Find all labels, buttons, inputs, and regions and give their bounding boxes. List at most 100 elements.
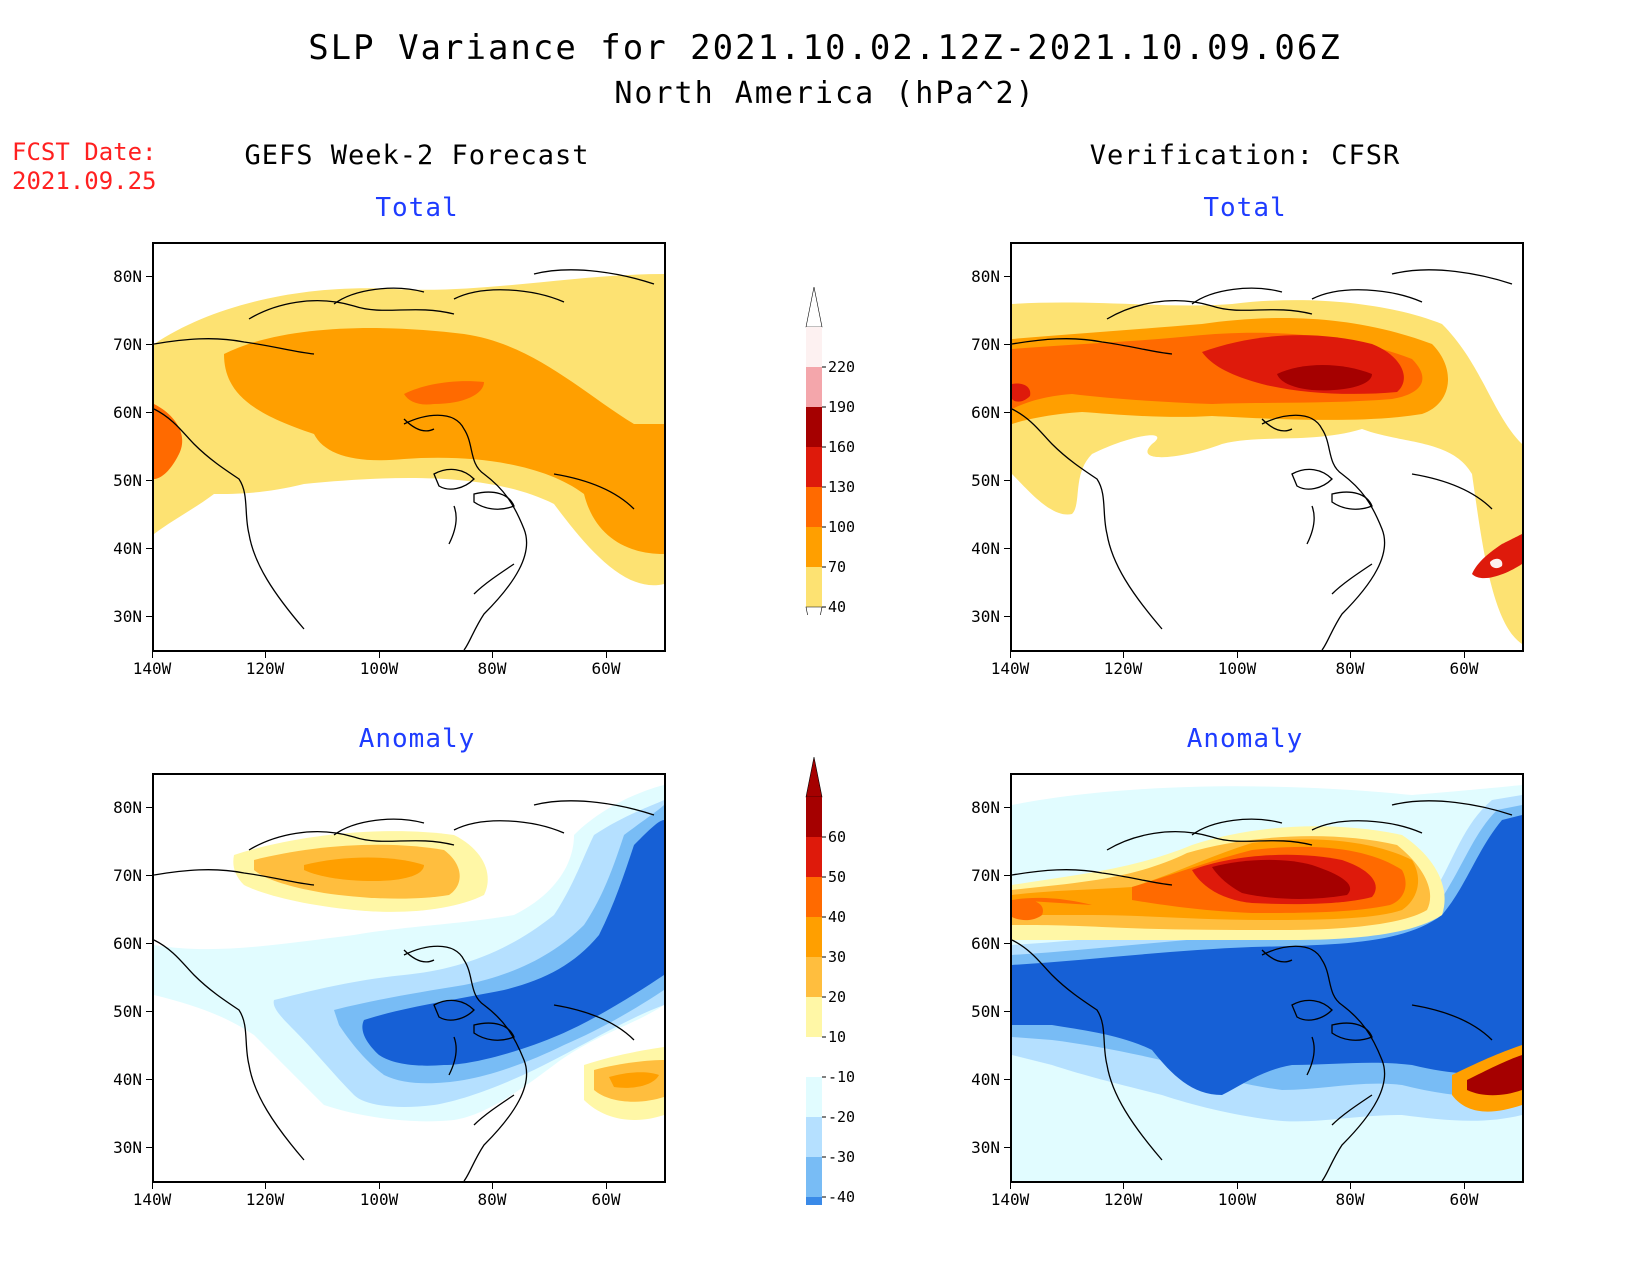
lon-tick [1350, 652, 1351, 658]
colorbar-segment [806, 1077, 822, 1117]
colorbar-arrow-top [805, 286, 823, 328]
colorbar-label: -10 [828, 1068, 856, 1086]
lat-label-forecast-total: 30N [113, 607, 142, 626]
contour-100 [154, 404, 183, 479]
lon-label-verification-total: 80W [1335, 659, 1365, 678]
lat-label-forecast-anomaly: 70N [113, 866, 142, 885]
contour-60 [1212, 859, 1351, 899]
lon-tick [265, 652, 266, 658]
colorbar-label: 60 [828, 828, 847, 846]
contour-field-forecast-total [154, 269, 664, 650]
colorbar-segment [806, 1117, 822, 1157]
colorbar-segment [806, 997, 822, 1037]
lat-tick [146, 616, 152, 617]
lat-label-forecast-total: 50N [113, 471, 142, 490]
colorbar-segment [806, 917, 822, 957]
colorbar-label: 50 [828, 868, 847, 886]
lat-label-verification-total: 70N [971, 335, 1000, 354]
colorbar-segment [806, 1037, 822, 1077]
colorbar-label: 20 [828, 988, 847, 1006]
colorbar-label: -30 [828, 1148, 856, 1166]
colorbar-arrow-bottom [805, 606, 823, 615]
lon-label-forecast-total: 100W [359, 659, 399, 678]
lon-label-forecast-total: 80W [477, 659, 507, 678]
colorbar-segment [806, 487, 822, 527]
colorbar-label: 70 [828, 558, 847, 576]
lon-label-verification-anomaly: 100W [1217, 1190, 1257, 1209]
lon-tick [492, 652, 493, 658]
lon-tick [606, 652, 607, 658]
panel-title-verification-total: Total [1203, 193, 1287, 223]
lat-label-forecast-anomaly: 30N [113, 1138, 142, 1157]
lon-label-verification-total: 60W [1449, 659, 1479, 678]
lat-label-verification-anomaly: 40N [971, 1070, 1000, 1089]
colorbar-segment [806, 1197, 822, 1205]
lat-label-forecast-total: 80N [113, 267, 142, 286]
lat-label-verification-total: 60N [971, 403, 1000, 422]
colorbar-segment [806, 797, 822, 837]
lon-label-forecast-total: 60W [591, 659, 621, 678]
lat-tick [146, 1147, 152, 1148]
colorbar-segment [806, 327, 822, 367]
colorbar-segment [806, 527, 822, 567]
colorbar-arrow-top [805, 756, 823, 798]
contour-field-forecast-anomaly [154, 785, 664, 1181]
map-forecast-total [152, 242, 666, 652]
colorbar-segment [806, 877, 822, 917]
colorbar-segment [806, 1157, 822, 1197]
colorbar-segment [806, 837, 822, 877]
lon-tick [1010, 1183, 1011, 1189]
contour-30-b [609, 1072, 659, 1088]
subtitle: North America (hPa^2) [614, 76, 1036, 111]
lat-label-forecast-total: 60N [113, 403, 142, 422]
colorbar-label: 100 [828, 518, 856, 536]
lon-tick [265, 1183, 266, 1189]
contour-220-b [1490, 558, 1503, 569]
contour-30 [304, 857, 424, 881]
lat-tick [1004, 943, 1010, 944]
lon-tick [492, 1183, 493, 1189]
colorbar-label: -20 [828, 1108, 856, 1126]
colorbar-segment [806, 567, 822, 607]
lat-tick [1004, 807, 1010, 808]
lat-label-verification-total: 30N [971, 607, 1000, 626]
colorbar-label: 40 [828, 598, 847, 616]
lat-label-verification-anomaly: 60N [971, 934, 1000, 953]
lon-label-verification-anomaly: 60W [1449, 1190, 1479, 1209]
coastline [1012, 269, 1513, 650]
fcst-date-block: FCST Date: 2021.09.25 [12, 138, 157, 196]
lon-label-verification-anomaly: 80W [1335, 1190, 1365, 1209]
map-forecast-anomaly [152, 773, 666, 1183]
fcst-date-value: 2021.09.25 [12, 167, 157, 195]
lat-tick [146, 875, 152, 876]
lat-label-verification-total: 50N [971, 471, 1000, 490]
lon-label-forecast-anomaly: 120W [245, 1190, 285, 1209]
lat-label-verification-total: 80N [971, 267, 1000, 286]
lon-tick [152, 1183, 153, 1189]
contour-100-b [404, 381, 484, 405]
lat-tick [146, 1079, 152, 1080]
lon-tick [1464, 1183, 1465, 1189]
lat-label-verification-anomaly: 50N [971, 1002, 1000, 1021]
colorbar-label: 40 [828, 908, 847, 926]
fcst-date-label: FCST Date: [12, 138, 157, 166]
lat-tick [1004, 616, 1010, 617]
lon-tick [1464, 652, 1465, 658]
lon-tick [1123, 652, 1124, 658]
lat-label-forecast-anomaly: 80N [113, 798, 142, 817]
panel-title-forecast-anomaly: Anomaly [358, 724, 476, 754]
lon-tick [1123, 1183, 1124, 1189]
lat-tick [1004, 276, 1010, 277]
map-verification-total [1010, 242, 1524, 652]
lat-tick [146, 480, 152, 481]
contour-pos-c [1467, 1055, 1522, 1096]
coastline [154, 269, 655, 650]
lat-label-forecast-total: 40N [113, 539, 142, 558]
lat-tick [1004, 1079, 1010, 1080]
lon-label-verification-total: 100W [1217, 659, 1257, 678]
lon-label-forecast-total: 140W [132, 659, 172, 678]
lon-label-forecast-total: 120W [245, 659, 285, 678]
lat-label-verification-anomaly: 80N [971, 798, 1000, 817]
colorbar-segment [806, 407, 822, 447]
lon-label-forecast-anomaly: 140W [132, 1190, 172, 1209]
